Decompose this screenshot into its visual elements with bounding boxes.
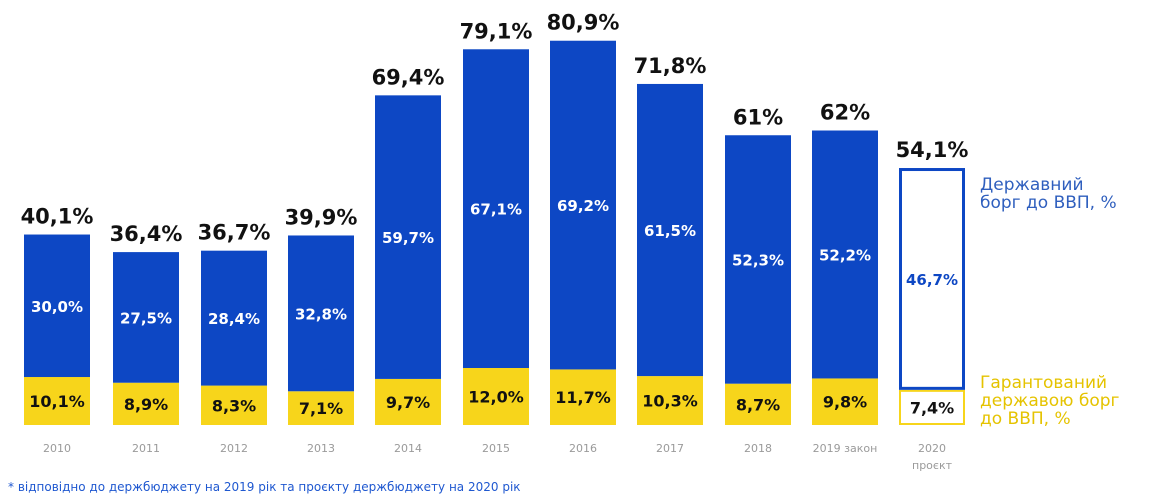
tick-label-2014: 2014 (394, 442, 422, 455)
label-total-2019 закон: 62% (820, 101, 870, 125)
bar-public-2019 закон (812, 130, 878, 379)
bar-public-2018 (725, 135, 791, 384)
legend-public-debt: Державний борг до ВВП, % (980, 175, 1117, 213)
bar-guaranteed-2020 проєкт (899, 389, 965, 426)
label-total-2011: 36,4% (110, 222, 183, 246)
bar-public-2014 (375, 95, 441, 379)
label-total-2020 проєкт: 54,1% (896, 138, 969, 162)
tick-label-2015: 2015 (482, 442, 510, 455)
label-public-2013: 32,8% (295, 305, 347, 323)
bar-guaranteed-2017 (637, 376, 703, 425)
label-total-2018: 61% (733, 105, 783, 129)
label-public-2020 проєкт: 46,7% (906, 271, 958, 289)
label-guaranteed-2014: 9,7% (386, 393, 430, 412)
bar-public-2017 (637, 83, 703, 377)
bar-guaranteed-2012 (201, 385, 267, 425)
label-guaranteed-2015: 12,0% (468, 388, 524, 407)
bar-guaranteed-2010 (24, 377, 90, 425)
label-guaranteed-2020 проєкт: 7,4% (910, 398, 954, 417)
label-public-2017: 61,5% (644, 222, 696, 240)
tick-label-2016: 2016 (569, 442, 597, 455)
label-guaranteed-2010: 10,1% (29, 392, 85, 411)
tick-label-2020-проєкт: 2020 (918, 442, 946, 455)
label-total-2015: 79,1% (460, 19, 533, 43)
label-guaranteed-2017: 10,3% (642, 392, 698, 411)
footnote: * відповідно до держбюджету на 2019 рік … (8, 480, 521, 494)
tick-label-2019-закон: 2019 закон (813, 442, 878, 455)
label-guaranteed-2019 закон: 9,8% (823, 393, 867, 412)
label-total-2014: 69,4% (372, 65, 445, 89)
label-public-2018: 52,3% (732, 251, 784, 269)
label-total-2016: 80,9% (547, 11, 620, 35)
bar-guaranteed-2014 (375, 378, 441, 425)
bar-guaranteed-2011 (113, 382, 179, 425)
label-public-2012: 28,4% (208, 310, 260, 328)
label-guaranteed-2013: 7,1% (299, 399, 343, 418)
bar-public-2012 (201, 250, 267, 386)
bar-guaranteed-2013 (288, 391, 354, 425)
label-guaranteed-2011: 8,9% (124, 395, 168, 414)
bar-public-2015 (463, 49, 529, 369)
bar-public-2020 проєкт (899, 168, 965, 390)
label-total-2010: 40,1% (21, 205, 94, 229)
bar-public-2010 (24, 234, 90, 378)
tick-label-2018: 2018 (744, 442, 772, 455)
tick-label-2017: 2017 (656, 442, 684, 455)
tick-label-2013: 2013 (307, 442, 335, 455)
bar-guaranteed-2015 (463, 368, 529, 425)
bar-guaranteed-2019 закон (812, 378, 878, 425)
tick-label-2010: 2010 (43, 442, 71, 455)
tick-label-2012: 2012 (220, 442, 248, 455)
tick-label-2011: 2011 (132, 442, 160, 455)
label-public-2010: 30,0% (31, 298, 83, 316)
label-total-2012: 36,7% (198, 221, 271, 245)
legend-guaranteed-debt: Гарантований державою борг до ВВП, % (980, 373, 1120, 429)
tick-sublabel-2020-проєкт: проєкт (912, 459, 953, 472)
bar-public-2011 (113, 252, 179, 383)
bar-public-2013 (288, 235, 354, 392)
label-guaranteed-2016: 11,7% (555, 388, 611, 407)
label-public-2016: 69,2% (557, 197, 609, 215)
label-public-2011: 27,5% (120, 309, 172, 327)
bar-guaranteed-2018 (725, 383, 791, 425)
label-guaranteed-2012: 8,3% (212, 396, 256, 415)
label-public-2015: 67,1% (470, 201, 522, 219)
label-total-2017: 71,8% (634, 54, 707, 78)
label-public-2019 закон: 52,2% (819, 246, 871, 264)
label-total-2013: 39,9% (285, 205, 358, 229)
label-guaranteed-2018: 8,7% (736, 395, 780, 414)
bar-public-2016 (550, 40, 616, 370)
bar-guaranteed-2016 (550, 369, 616, 425)
label-public-2014: 59,7% (382, 229, 434, 247)
